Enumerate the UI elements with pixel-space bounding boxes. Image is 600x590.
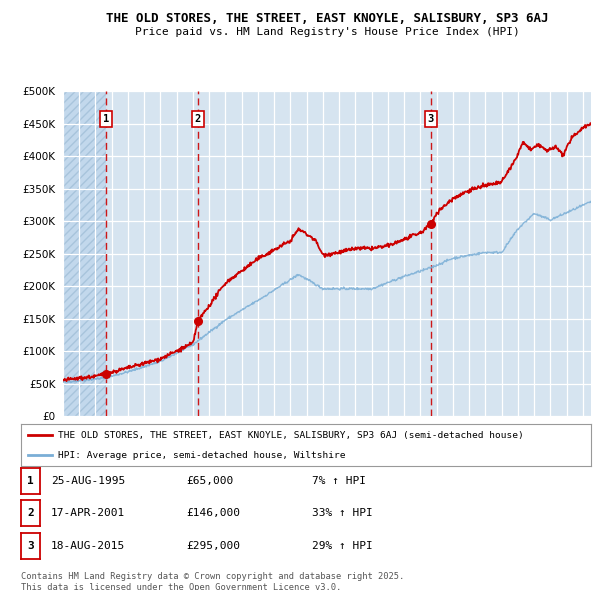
Text: 1: 1 <box>103 114 109 124</box>
Text: THE OLD STORES, THE STREET, EAST KNOYLE, SALISBURY, SP3 6AJ: THE OLD STORES, THE STREET, EAST KNOYLE,… <box>106 12 548 25</box>
Text: £65,000: £65,000 <box>186 476 233 486</box>
Text: THE OLD STORES, THE STREET, EAST KNOYLE, SALISBURY, SP3 6AJ (semi-detached house: THE OLD STORES, THE STREET, EAST KNOYLE,… <box>58 431 524 440</box>
Bar <box>63 91 106 416</box>
Text: Price paid vs. HM Land Registry's House Price Index (HPI): Price paid vs. HM Land Registry's House … <box>134 27 520 37</box>
Text: Contains HM Land Registry data © Crown copyright and database right 2025.
This d: Contains HM Land Registry data © Crown c… <box>21 572 404 590</box>
Text: 25-AUG-1995: 25-AUG-1995 <box>51 476 125 486</box>
Text: £295,000: £295,000 <box>186 541 240 550</box>
Text: 2: 2 <box>27 509 34 518</box>
Text: 2: 2 <box>194 114 201 124</box>
Text: HPI: Average price, semi-detached house, Wiltshire: HPI: Average price, semi-detached house,… <box>58 451 346 460</box>
Text: 3: 3 <box>428 114 434 124</box>
Text: 3: 3 <box>27 541 34 550</box>
Text: 18-AUG-2015: 18-AUG-2015 <box>51 541 125 550</box>
Text: 33% ↑ HPI: 33% ↑ HPI <box>312 509 373 518</box>
Text: 1: 1 <box>27 476 34 486</box>
Bar <box>63 91 106 416</box>
Text: £146,000: £146,000 <box>186 509 240 518</box>
Text: 29% ↑ HPI: 29% ↑ HPI <box>312 541 373 550</box>
Text: 17-APR-2001: 17-APR-2001 <box>51 509 125 518</box>
Text: 7% ↑ HPI: 7% ↑ HPI <box>312 476 366 486</box>
